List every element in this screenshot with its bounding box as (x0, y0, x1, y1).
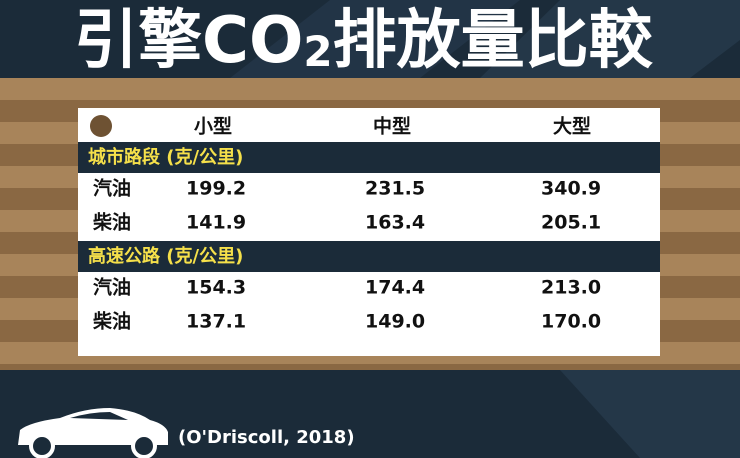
decor (480, 0, 740, 78)
decor (560, 370, 740, 458)
row-label: 柴油 (92, 211, 131, 234)
title: 引擎CO2排放量比較 (74, 4, 654, 78)
value-cell: 174.4 (365, 277, 425, 299)
value-cell: 141.9 (186, 212, 246, 234)
value-cell: 163.4 (365, 212, 425, 234)
citation: (O'Driscoll, 2018) (178, 427, 355, 448)
row-label: 汽油 (93, 276, 131, 299)
row-label: 柴油 (92, 310, 131, 333)
title-part: 引擎CO (74, 4, 303, 78)
decor (230, 0, 520, 78)
value-cell: 340.9 (541, 178, 601, 200)
value-cell: 154.3 (186, 277, 246, 299)
value-cell: 170.0 (541, 311, 601, 333)
column-header: 中型 (373, 115, 411, 138)
value-cell: 205.1 (541, 212, 601, 234)
section-label: 城市路段 (克/公里) (88, 146, 243, 168)
section-label: 高速公路 (克/公里) (88, 245, 243, 267)
value-cell: 199.2 (186, 178, 246, 200)
column-header: 小型 (194, 115, 232, 138)
column-header: 大型 (553, 115, 591, 138)
value-cell: 213.0 (541, 277, 601, 299)
title-subscript: 2 (303, 27, 332, 76)
icon (90, 115, 112, 137)
section-bar (78, 142, 660, 173)
car-icon (18, 408, 168, 458)
title-part: 排放量比較 (333, 4, 654, 78)
value-cell: 231.5 (365, 178, 425, 200)
value-cell: 149.0 (365, 311, 425, 333)
value-cell: 137.1 (186, 311, 246, 333)
row-label: 汽油 (93, 177, 131, 200)
section-bar (78, 241, 660, 272)
